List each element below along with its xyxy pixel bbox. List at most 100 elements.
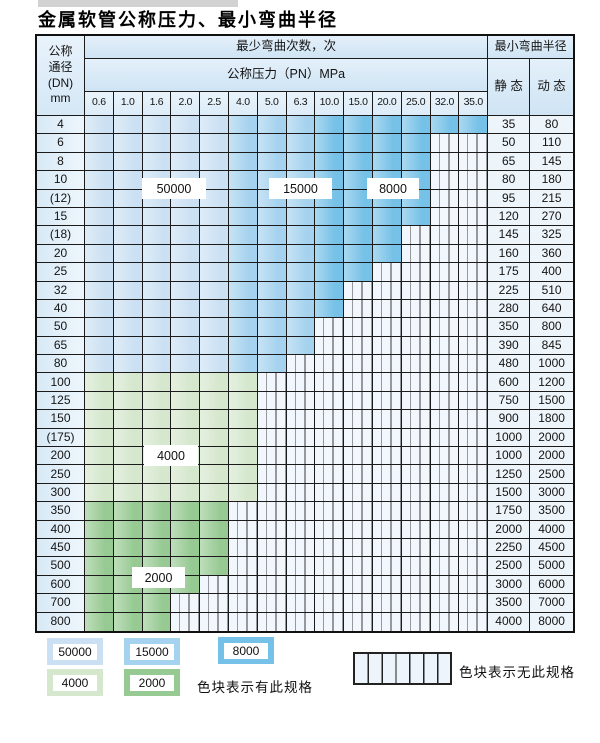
nospec-cell xyxy=(372,318,402,337)
nospec-cell xyxy=(228,557,258,576)
nospec-cell xyxy=(430,520,460,539)
nospec-cell xyxy=(286,410,316,429)
nospec-cell xyxy=(286,538,316,558)
cycle-label: 8000 xyxy=(367,178,419,199)
band-cell xyxy=(372,152,402,172)
nospec-cell xyxy=(401,299,431,319)
nospec-cell xyxy=(459,594,489,613)
static-value: 350 xyxy=(488,318,531,337)
band-cell xyxy=(200,483,229,503)
band-cell xyxy=(228,281,258,300)
dynamic-value: 1000 xyxy=(530,355,573,374)
band-cell xyxy=(200,355,229,374)
nospec-cell xyxy=(401,483,431,503)
band-cell xyxy=(142,612,172,631)
band-cell xyxy=(200,465,229,484)
corner-header-line: 通径 xyxy=(48,59,73,74)
nospec-cell xyxy=(171,612,201,631)
band-cell xyxy=(85,299,114,319)
nospec-cell xyxy=(257,483,287,503)
nospec-cell xyxy=(286,465,316,484)
nospec-cell xyxy=(257,410,287,429)
nospec-cell xyxy=(315,483,345,503)
band-cell xyxy=(85,538,114,558)
band-cell xyxy=(142,207,172,227)
band-cell xyxy=(113,447,143,466)
dynamic-value: 270 xyxy=(530,207,573,227)
nospec-cell xyxy=(401,575,431,595)
band-cell xyxy=(286,152,316,172)
band-cell xyxy=(85,373,114,392)
nospec-cell xyxy=(459,226,489,245)
band-cell xyxy=(257,318,287,337)
nospec-cell xyxy=(401,391,431,411)
dynamic-value: 5000 xyxy=(530,557,573,576)
nospec-cell xyxy=(372,557,402,576)
nospec-cell xyxy=(401,465,431,484)
band-cell xyxy=(85,447,114,466)
band-cell xyxy=(113,134,143,153)
nospec-cell xyxy=(372,263,402,282)
band-cell xyxy=(200,244,229,264)
band-cell xyxy=(257,152,287,172)
nospec-cell xyxy=(401,281,431,300)
legend-value: 50000 xyxy=(53,643,97,660)
band-cell xyxy=(85,134,114,153)
band-cell xyxy=(171,281,201,300)
band-cell xyxy=(85,226,114,245)
band-cell xyxy=(401,134,431,153)
band-cell xyxy=(344,263,373,282)
band-cell xyxy=(372,226,402,245)
static-header: 静 态 xyxy=(488,58,531,116)
band-cell xyxy=(85,575,114,595)
band-cell xyxy=(286,281,316,300)
band-cell xyxy=(142,483,172,503)
band-cell xyxy=(344,226,373,245)
nospec-cell xyxy=(401,244,431,264)
band-cell xyxy=(85,465,114,484)
band-cell xyxy=(171,502,201,521)
nospec-cell xyxy=(430,557,460,576)
nospec-cell xyxy=(459,465,489,484)
pressure-tick: 35.0 xyxy=(459,91,489,116)
nospec-cell xyxy=(286,483,316,503)
nospec-cell xyxy=(459,189,489,208)
nospec-cell xyxy=(430,538,460,558)
static-value: 160 xyxy=(488,244,531,264)
band-cell xyxy=(200,171,229,190)
nospec-cell xyxy=(228,612,258,631)
nospec-cell xyxy=(459,520,489,539)
band-cell xyxy=(228,263,258,282)
nospec-cell xyxy=(459,244,489,264)
nospec-cell xyxy=(344,520,373,539)
nospec-cell xyxy=(257,502,287,521)
nospec-cell xyxy=(430,428,460,448)
band-cell xyxy=(113,502,143,521)
band-cell xyxy=(257,116,287,135)
nospec-cell xyxy=(286,575,316,595)
nospec-cell xyxy=(315,391,345,411)
band-cell xyxy=(85,116,114,135)
nospec-cell xyxy=(286,391,316,411)
static-value: 3000 xyxy=(488,575,531,595)
band-cell xyxy=(113,465,143,484)
nospec-cell xyxy=(228,502,258,521)
band-cell xyxy=(113,520,143,539)
legend-swatch: 50000 xyxy=(47,638,103,665)
band-cell xyxy=(200,557,229,576)
band-cell xyxy=(228,152,258,172)
nospec-cell xyxy=(171,594,201,613)
nospec-cell xyxy=(257,612,287,631)
legend-value: 15000 xyxy=(130,643,174,660)
corner-header-line: (DN) xyxy=(47,75,74,90)
static-value: 80 xyxy=(488,171,531,190)
nospec-cell xyxy=(401,263,431,282)
dn-cell: 40 xyxy=(37,299,85,319)
band-cell xyxy=(142,116,172,135)
nospec-cell xyxy=(372,447,402,466)
legend-available-note: 色块表示有此规格 xyxy=(197,680,313,695)
nospec-cell xyxy=(430,391,460,411)
band-cell xyxy=(228,410,258,429)
band-cell xyxy=(171,336,201,356)
band-cell xyxy=(113,373,143,392)
